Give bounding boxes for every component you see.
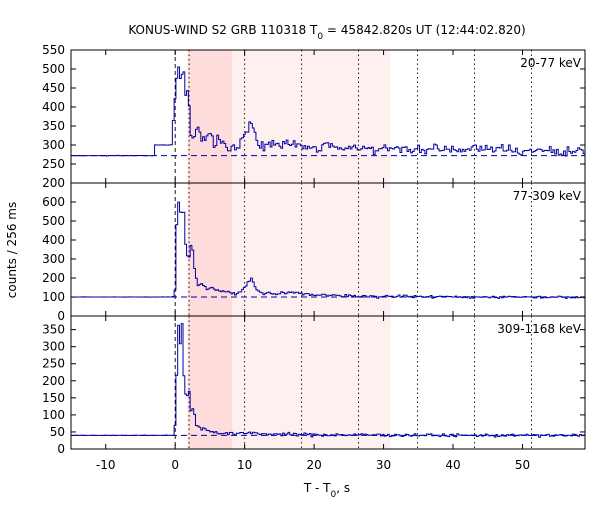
shaded-interval-1 xyxy=(187,50,233,183)
y-tick-label: 0 xyxy=(57,442,65,456)
light-curve-series-2 xyxy=(71,201,586,299)
y-tick-label: 250 xyxy=(42,157,65,171)
shaded-interval-2 xyxy=(232,316,391,449)
y-tick-label: 50 xyxy=(50,425,65,439)
y-tick-label: 0 xyxy=(57,309,65,323)
energy-band-label: 309-1168 keV xyxy=(497,322,581,336)
x-tick-label: -10 xyxy=(96,458,116,472)
y-tick-label: 400 xyxy=(42,100,65,114)
y-tick-label: 200 xyxy=(42,374,65,388)
x-tick-label: 50 xyxy=(515,458,530,472)
y-tick-label: 600 xyxy=(42,195,65,209)
shaded-interval-1 xyxy=(187,316,233,449)
light-curve-series-3 xyxy=(71,323,586,438)
panel-2: 0 100 200 300 400 500 600 77-309 keV xyxy=(42,182,586,323)
y-tick-label: 300 xyxy=(42,252,65,266)
y-tick-label: 500 xyxy=(42,62,65,76)
energy-band-label: 20-77 keV xyxy=(520,56,582,70)
y-tick-label: 350 xyxy=(42,119,65,133)
shaded-interval-2 xyxy=(232,183,391,316)
shaded-interval-1 xyxy=(187,183,233,316)
energy-band-label: 77-309 keV xyxy=(513,189,582,203)
y-axis-label: counts / 256 ms xyxy=(5,202,19,298)
y-tick-label: 100 xyxy=(42,408,65,422)
y-tick-label: 400 xyxy=(42,233,65,247)
x-tick-label: 20 xyxy=(306,458,321,472)
x-tick-label: 10 xyxy=(237,458,252,472)
y-tick-label: 200 xyxy=(42,176,65,190)
x-tick-label: 30 xyxy=(376,458,391,472)
y-tick-label: 350 xyxy=(42,323,65,337)
y-tick-label: 300 xyxy=(42,138,65,152)
shaded-interval-2 xyxy=(232,50,391,183)
y-tick-label: 250 xyxy=(42,357,65,371)
y-tick-label: 300 xyxy=(42,340,65,354)
light-curve-series-1 xyxy=(71,66,586,157)
y-tick-label: 100 xyxy=(42,290,65,304)
panel-3: 0 50 100 150 200 250 300 350 309-1168 keV xyxy=(42,315,586,456)
y-tick-label: 550 xyxy=(42,43,65,57)
y-tick-label: 500 xyxy=(42,214,65,228)
panel-1: 200 250 300 350 400 450 500 550 20-77 keV xyxy=(42,43,586,190)
x-tick-label: 40 xyxy=(445,458,460,472)
y-tick-label: 200 xyxy=(42,271,65,285)
y-tick-label: 150 xyxy=(42,391,65,405)
chart-title: KONUS-WIND S2 GRB 110318 T0 = 45842.820s… xyxy=(128,23,525,42)
x-tick-label: 0 xyxy=(171,458,179,472)
y-tick-label: 450 xyxy=(42,81,65,95)
panel-frame xyxy=(70,315,586,450)
x-axis-label: T - T0, s xyxy=(303,481,350,500)
